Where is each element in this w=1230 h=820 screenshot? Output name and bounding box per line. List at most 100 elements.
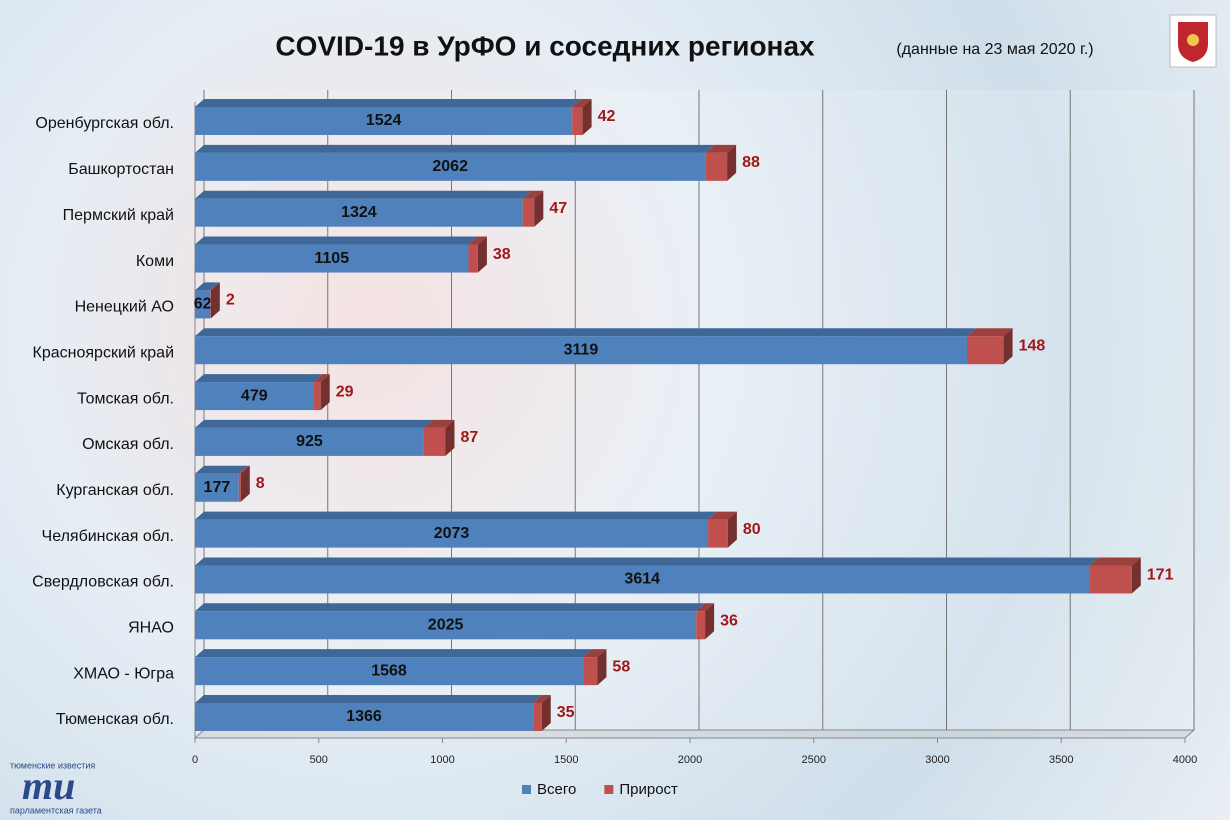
y-tick-label: Пермский край [63, 207, 174, 224]
bar-side [320, 374, 330, 411]
x-tick-label: 1000 [430, 754, 454, 766]
x-tick-label: 3500 [1049, 754, 1073, 766]
y-tick-label: Красноярский край [33, 344, 174, 361]
bar-top [238, 465, 250, 474]
bar [195, 290, 211, 319]
value-label: 3119 [564, 341, 599, 358]
bar [195, 198, 523, 227]
legend-swatch [604, 785, 614, 794]
bar [572, 107, 583, 135]
bar [195, 519, 709, 548]
value-label: 2025 [428, 617, 464, 634]
bar-top [195, 465, 248, 474]
bar-side [541, 695, 551, 731]
x-tick-label: 3000 [925, 754, 949, 766]
bar-side [1003, 328, 1013, 365]
x-tick-label: 2000 [678, 754, 702, 766]
y-tick-label: Свердловская обл. [32, 574, 174, 591]
bar-top [583, 649, 607, 658]
y-tick-label: Оренбургская обл. [35, 115, 174, 132]
bar-side [597, 649, 607, 686]
value-label: 1568 [371, 662, 407, 679]
bar-top [522, 190, 544, 199]
value-label: 87 [460, 429, 478, 446]
bar [195, 657, 584, 686]
value-label: 3614 [624, 571, 660, 588]
bar-side [1131, 557, 1141, 594]
value-label: 88 [742, 154, 760, 171]
bar [696, 611, 706, 640]
chart-subtitle: (данные на 23 мая 2020 г.) [896, 41, 1093, 58]
bar-side [210, 282, 220, 319]
x-tick-label: 0 [192, 754, 198, 766]
bar-side [240, 465, 250, 502]
logo-bottom: парламентская газета [10, 805, 102, 815]
value-label: 2 [226, 292, 235, 309]
value-label: 1105 [314, 250, 349, 267]
bar-top [195, 144, 715, 153]
bar-top [195, 282, 220, 291]
bar [195, 427, 424, 456]
value-label: 8 [256, 475, 265, 492]
bar [423, 427, 446, 456]
value-label: 2073 [434, 525, 470, 542]
logo-mark: ти [22, 763, 75, 808]
value-label: 479 [241, 387, 268, 404]
value-label: 1366 [346, 708, 382, 725]
value-label: 1524 [366, 112, 402, 129]
y-tick-label: ЯНАО [128, 620, 174, 637]
chart-title: COVID-19 в УрФО и соседних регионах [275, 30, 815, 61]
bar-top [195, 236, 478, 245]
bar [313, 382, 321, 411]
bar-top [572, 99, 592, 107]
legend-label: Всего [537, 781, 576, 798]
x-tick-label: 2500 [802, 754, 826, 766]
legend-swatch [522, 785, 531, 794]
bar [708, 519, 728, 548]
bar-top [468, 236, 487, 245]
value-label: 2062 [432, 158, 468, 175]
bar [195, 244, 469, 273]
bar-top [1089, 557, 1141, 566]
bar-top [195, 419, 433, 428]
bar-top [195, 695, 543, 703]
bar-top [210, 282, 220, 291]
bar-side [727, 144, 737, 181]
x-tick-label: 4000 [1173, 754, 1197, 766]
plot-floor [193, 729, 1196, 739]
y-tick-label: Омская обл. [82, 436, 174, 453]
y-tick-label: Челябинская обл. [42, 528, 174, 545]
y-tick-label: Томская обл. [77, 390, 174, 407]
emblem [1169, 14, 1217, 68]
value-label: 171 [1147, 567, 1174, 584]
bar [522, 198, 535, 227]
logo: тюменские известия ти парламентская газе… [10, 760, 102, 815]
value-label: 925 [296, 433, 323, 450]
bar-side [445, 419, 455, 456]
value-label: 42 [598, 108, 616, 125]
value-label: 1324 [341, 204, 377, 221]
bar [195, 703, 534, 731]
bar [195, 336, 967, 365]
y-tick-label: Курганская обл. [56, 482, 174, 499]
bar [966, 336, 1004, 365]
bar-top [195, 328, 976, 337]
bar [195, 565, 1090, 594]
bar [583, 657, 598, 686]
x-tick-label: 500 [310, 754, 328, 766]
value-label: 177 [204, 479, 231, 496]
bar-top [195, 374, 323, 383]
bar-top [696, 603, 715, 612]
bar-top [195, 190, 532, 199]
y-tick-label: Ненецкий АО [75, 299, 174, 316]
bar-top [195, 511, 718, 520]
bar [195, 152, 706, 181]
bar-side [534, 190, 544, 227]
value-label: 58 [612, 658, 630, 675]
bar-top [195, 603, 706, 612]
bar-top [705, 144, 737, 153]
bar-top [966, 328, 1013, 337]
y-tick-label: Башкортостан [68, 161, 174, 178]
value-label: 36 [720, 613, 738, 630]
